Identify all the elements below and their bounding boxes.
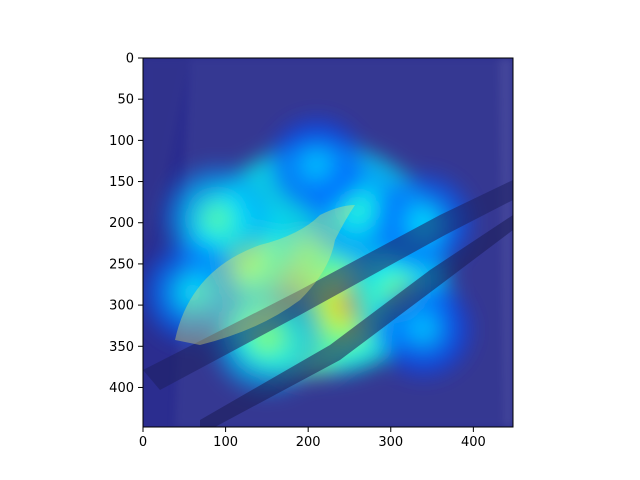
plot-area [143,58,513,427]
y-tick-label: 300 [109,299,134,314]
heat-hotspot-9-ring-3 [413,319,435,341]
y-tick-label: 0 [126,52,134,67]
y-tick-label: 150 [109,175,134,190]
y-tick-label: 50 [117,93,134,108]
heat-hotspot-10-ring-3 [181,281,204,304]
y-axis: 0 50 100 150 200 250 300 350 400 [109,52,143,396]
y-tick-label: 250 [109,257,134,272]
heat-hotspot-5-ring-3 [205,206,230,231]
x-axis: 0 100 200 300 400 [139,427,486,450]
x-tick-label: 400 [461,435,486,450]
bird-shape [175,205,355,345]
y-tick-label: 350 [109,340,134,355]
heat-hotspot-8-ring-3 [305,154,328,176]
x-tick-label: 100 [213,435,238,450]
y-tick-label: 200 [109,216,134,231]
x-tick-label: 0 [139,435,147,450]
heat-hotspot-6-ring-3 [346,198,370,222]
x-tick-label: 300 [378,435,403,450]
y-tick-label: 400 [109,381,134,396]
y-tick-label: 100 [109,134,134,149]
axes-frame [142,57,514,428]
branch-shape [143,180,513,427]
x-tick-label: 200 [296,435,321,450]
